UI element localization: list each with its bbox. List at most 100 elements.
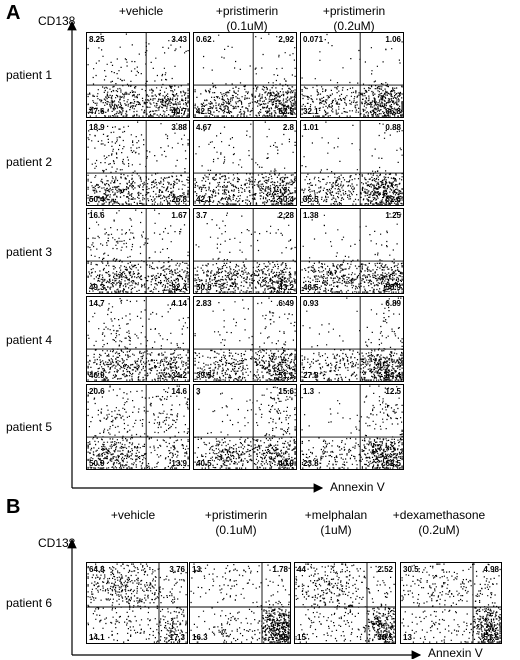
quadrant-lower-right-value: 51.1 bbox=[278, 371, 294, 380]
quadrant-upper-right-value: 6.89 bbox=[385, 299, 401, 308]
row-label-patient-2: patient 2 bbox=[6, 155, 53, 169]
flow-plot-patient-4-col-1: 14.7 4.14 46.9 34.2 bbox=[86, 296, 190, 382]
panel-a-column-header-2: +pristimerin (0.1uM) bbox=[215, 4, 279, 33]
flow-plot-patient-5-col-3: 1.3 12.5 23.8 62.5 bbox=[300, 384, 404, 470]
quadrant-lower-left-value: 23.8 bbox=[303, 459, 319, 468]
row-label-patient-1: patient 1 bbox=[6, 68, 53, 82]
quadrant-lower-right-value: 50.9 bbox=[385, 283, 401, 292]
quadrant-upper-left-value: 0.93 bbox=[303, 299, 319, 308]
quadrant-lower-right-value: 53.9 bbox=[278, 107, 294, 116]
scatter-dots bbox=[87, 563, 187, 643]
quadrant-upper-left-value: 1.01 bbox=[303, 123, 319, 132]
scatter-dots bbox=[194, 385, 296, 469]
quadrant-upper-left-value: 18.9 bbox=[89, 123, 105, 132]
quadrant-lower-right-value: 69 bbox=[279, 633, 288, 642]
quadrant-lower-right-value: 34.2 bbox=[171, 371, 187, 380]
flow-plot-patient-2-col-1: 18.9 3.88 50.4 26.8 bbox=[86, 120, 190, 206]
scatter-dots bbox=[301, 297, 403, 381]
quadrant-upper-left-value: 1.38 bbox=[303, 211, 319, 220]
quadrant-upper-right-value: 2.8 bbox=[282, 123, 294, 132]
flow-plot-patient-4-col-2: 2.83 6.49 39.5 51.1 bbox=[193, 296, 297, 382]
quadrant-lower-left-value: 50.4 bbox=[89, 195, 105, 204]
quadrant-upper-left-value: 2.83 bbox=[196, 299, 212, 308]
flow-plot-patient-2-col-3: 1.01 0.88 35.5 62.6 bbox=[300, 120, 404, 206]
scatter-dots bbox=[194, 121, 296, 205]
quadrant-upper-right-value: 3.88 bbox=[171, 123, 187, 132]
quadrant-upper-right-value: 2.92 bbox=[278, 35, 294, 44]
quadrant-upper-left-value: 3 bbox=[196, 387, 201, 396]
flow-plot-patient-6-col-3: 44 2.52 15 38.5 bbox=[294, 562, 396, 644]
scatter-dots bbox=[194, 33, 296, 117]
quadrant-lower-left-value: 46.9 bbox=[89, 371, 105, 380]
quadrant-lower-left-value: 50.8 bbox=[196, 283, 212, 292]
panel-b-column-header-2: +pristimerin (0.1uM) bbox=[204, 508, 268, 537]
quadrant-lower-left-value: 40.5 bbox=[196, 459, 212, 468]
quadrant-upper-right-value: 0.88 bbox=[385, 123, 401, 132]
flow-plot-patient-3-col-1: 16.6 1.67 49.3 32.4 bbox=[86, 208, 190, 294]
quadrant-lower-right-value: 51.5 bbox=[483, 633, 499, 642]
quadrant-lower-left-value: 50.9 bbox=[89, 459, 105, 468]
quadrant-upper-left-value: 20.6 bbox=[89, 387, 105, 396]
flow-plot-patient-5-col-2: 3 15.6 40.5 40.9 bbox=[193, 384, 297, 470]
row-label-patient-5: patient 5 bbox=[6, 420, 53, 434]
quadrant-lower-left-value: 13 bbox=[403, 633, 412, 642]
quadrant-lower-right-value: 40.9 bbox=[278, 459, 294, 468]
row-label-patient-3: patient 3 bbox=[6, 245, 53, 259]
quadrant-upper-right-value: 4.98 bbox=[483, 565, 499, 574]
panel-b-column-header-1: +vehicle bbox=[110, 508, 156, 522]
scatter-dots bbox=[301, 33, 403, 117]
row-label-patient-4: patient 4 bbox=[6, 333, 53, 347]
scatter-dots bbox=[87, 121, 189, 205]
quadrant-lower-left-value: 42.5 bbox=[196, 107, 212, 116]
quadrant-upper-right-value: 1.06 bbox=[385, 35, 401, 44]
quadrant-lower-left-value: 39.5 bbox=[196, 371, 212, 380]
flow-plot-patient-5-col-1: 20.6 14.6 50.9 13.9 bbox=[86, 384, 190, 470]
quadrant-lower-right-value: 66.8 bbox=[385, 107, 401, 116]
flow-plot-patient-1-col-1: 8.25 3.43 47.6 40.7 bbox=[86, 32, 190, 118]
quadrant-lower-right-value: 62.5 bbox=[385, 459, 401, 468]
panel-b-letter: B bbox=[6, 496, 21, 518]
panel-b-x-axis-label: Annexin V bbox=[428, 646, 483, 660]
scatter-dots bbox=[190, 563, 290, 643]
panel-a-letter: A bbox=[6, 2, 21, 24]
quadrant-upper-right-value: 2.28 bbox=[278, 211, 294, 220]
row-label-patient-6: patient 6 bbox=[6, 596, 53, 610]
panel-b-y-axis-label: CD138 bbox=[38, 536, 76, 550]
quadrant-upper-left-value: 13 bbox=[192, 565, 201, 574]
flow-plot-patient-2-col-2: 4.67 2.8 42.1 50.4 bbox=[193, 120, 297, 206]
quadrant-upper-left-value: 16.6 bbox=[89, 211, 105, 220]
quadrant-lower-right-value: 40.7 bbox=[171, 107, 187, 116]
scatter-dots bbox=[87, 209, 189, 293]
flow-plot-patient-1-col-2: 0.62 2.92 42.5 53.9 bbox=[193, 32, 297, 118]
quadrant-lower-right-value: 17.3 bbox=[169, 633, 185, 642]
quadrant-lower-left-value: 42.1 bbox=[196, 195, 212, 204]
quadrant-upper-left-value: 8.25 bbox=[89, 35, 105, 44]
scatter-dots bbox=[301, 209, 403, 293]
quadrant-upper-left-value: 14.7 bbox=[89, 299, 105, 308]
quadrant-lower-right-value: 50.4 bbox=[278, 195, 294, 204]
scatter-dots bbox=[401, 563, 501, 643]
quadrant-upper-right-value: 1.78 bbox=[272, 565, 288, 574]
quadrant-upper-left-value: 64.8 bbox=[89, 565, 105, 574]
quadrant-upper-left-value: 44 bbox=[297, 565, 306, 574]
quadrant-upper-left-value: 0.071 bbox=[303, 35, 324, 44]
scatter-dots bbox=[87, 33, 189, 117]
panel-b-column-header-3: +melphalan (1uM) bbox=[304, 508, 368, 537]
quadrant-upper-left-value: 4.67 bbox=[196, 123, 212, 132]
flow-plot-patient-6-col-2: 13 1.78 16.3 69 bbox=[189, 562, 291, 644]
scatter-dots bbox=[194, 297, 296, 381]
quadrant-upper-right-value: 1.67 bbox=[171, 211, 187, 220]
quadrant-lower-right-value: 64.4 bbox=[385, 371, 401, 380]
quadrant-lower-left-value: 46.5 bbox=[303, 283, 319, 292]
quadrant-upper-right-value: 6.49 bbox=[278, 299, 294, 308]
quadrant-lower-left-value: 49.3 bbox=[89, 283, 105, 292]
quadrant-lower-left-value: 14.1 bbox=[89, 633, 105, 642]
quadrant-lower-right-value: 13.9 bbox=[171, 459, 187, 468]
scatter-dots bbox=[87, 385, 189, 469]
quadrant-upper-right-value: 4.14 bbox=[171, 299, 187, 308]
scatter-dots bbox=[87, 297, 189, 381]
quadrant-lower-left-value: 27.8 bbox=[303, 371, 319, 380]
quadrant-lower-left-value: 47.6 bbox=[89, 107, 105, 116]
quadrant-upper-left-value: 30.5 bbox=[403, 565, 419, 574]
